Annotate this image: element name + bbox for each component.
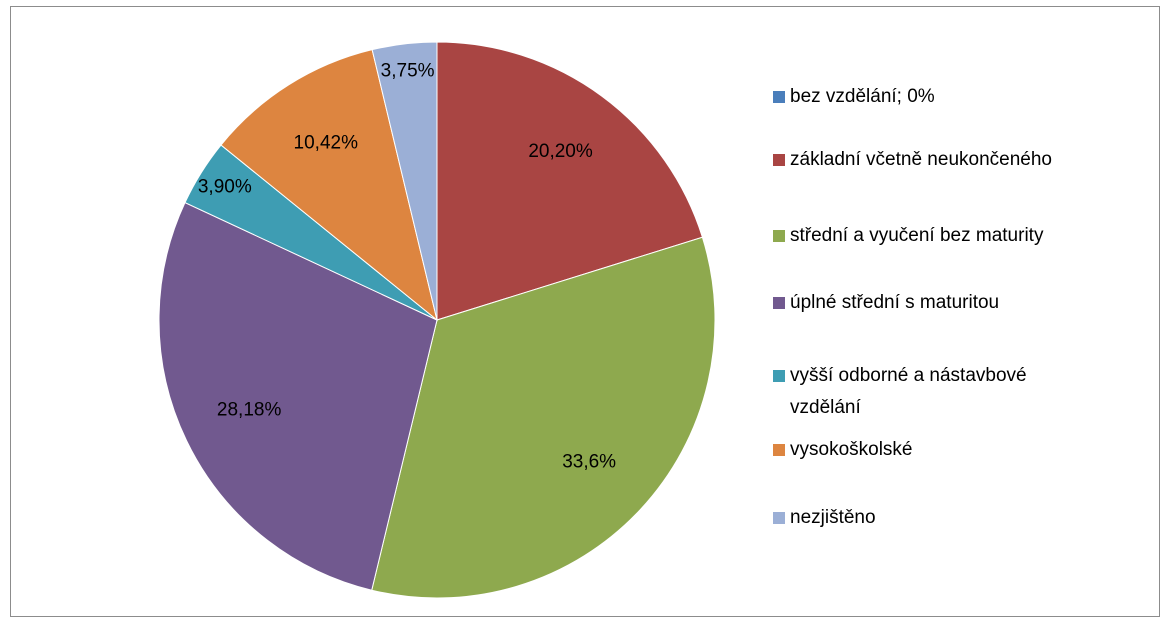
legend-swatch <box>773 91 785 103</box>
legend-item: vysokoškolské <box>773 434 1133 466</box>
legend-swatch <box>773 230 785 242</box>
legend-label: základní včetně neukončeného <box>790 149 1052 170</box>
pie-slice <box>220 49 438 322</box>
data-label: 20,20% <box>528 141 593 162</box>
legend-label: úplné střední s maturitou <box>790 292 1000 313</box>
legend-swatch <box>773 297 785 309</box>
data-label: 28,18% <box>217 399 282 420</box>
legend-swatch <box>773 154 785 166</box>
legend-item: vyšší odborné a nástavbové vzdělání <box>773 360 1133 424</box>
legend-label: vyšší odborné a nástavbové vzdělání <box>790 365 1027 418</box>
pie-slice <box>371 41 438 321</box>
legend-label: bez vzdělání; 0% <box>790 86 935 107</box>
data-label: 3,90% <box>198 176 252 197</box>
legend-swatch <box>773 512 785 524</box>
pie-slice <box>436 41 704 321</box>
pie-slice <box>158 201 438 591</box>
legend-item: úplné střední s maturitou <box>773 287 1133 319</box>
legend-item: základní včetně neukončeného <box>773 144 1133 176</box>
legend-swatch <box>773 444 785 456</box>
legend-label: nezjištěno <box>790 507 876 528</box>
legend-label: střední a vyučení bez maturity <box>790 225 1044 246</box>
chart-frame <box>10 6 1160 617</box>
legend-item: střední a vyučení bez maturity <box>773 220 1133 252</box>
legend-item: bez vzdělání; 0% <box>773 81 1133 113</box>
data-label: 33,6% <box>562 452 616 473</box>
pie-slice <box>371 236 716 599</box>
legend-item: nezjištěno <box>773 502 1133 534</box>
legend-swatch <box>773 370 785 382</box>
data-label: 10,42% <box>294 133 359 154</box>
data-label: 3,75% <box>381 61 435 82</box>
legend-label: vysokoškolské <box>790 439 913 460</box>
